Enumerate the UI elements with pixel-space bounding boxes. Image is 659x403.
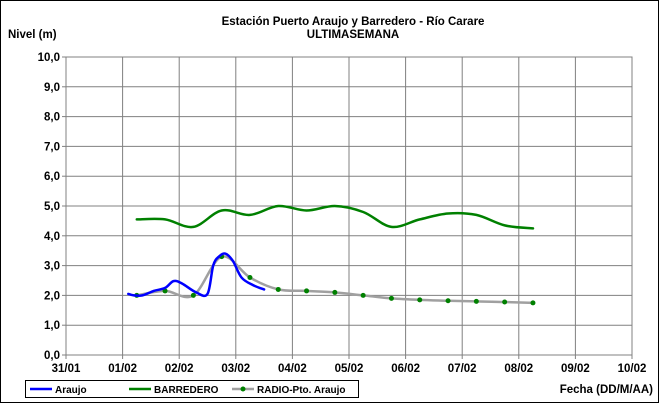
x-tick-label: 31/01 [52, 363, 81, 375]
x-tick-label: 05/02 [335, 363, 364, 375]
y-tick-label: 9,0 [44, 82, 60, 94]
y-tick-label: 2,0 [44, 290, 60, 302]
y-tick-label: 4,0 [44, 231, 60, 243]
data-point-radio-pto-araujo [417, 297, 423, 303]
legend-marker [240, 386, 246, 392]
data-point-radio-pto-araujo [530, 300, 536, 306]
x-tick-label: 03/02 [221, 363, 250, 375]
data-point-radio-pto-araujo [502, 299, 508, 305]
data-point-radio-pto-araujo [388, 295, 394, 301]
y-tick-label: 3,0 [44, 261, 60, 273]
data-point-radio-pto-araujo [445, 298, 451, 304]
legend-label: BARREDERO [154, 385, 219, 396]
legend: Araujo BARREDERO RADIO-Pto. Araujo [25, 380, 359, 398]
data-point-radio-pto-araujo [275, 286, 281, 292]
y-tick-label: 6,0 [44, 171, 60, 183]
y-tick-label: 5,0 [44, 201, 60, 213]
y-tick-label: 0,0 [44, 350, 60, 362]
data-point-radio-pto-araujo [190, 292, 196, 298]
x-tick-label: 06/02 [391, 363, 420, 375]
y-axis-label: Nivel (m) [8, 29, 57, 41]
chart-subtitle: ULTIMASEMANA [307, 29, 399, 41]
legend-label: Araujo [55, 385, 87, 396]
legend-label: RADIO-Pto. Araujo [257, 385, 346, 396]
x-tick-label: 02/02 [165, 363, 194, 375]
data-point-radio-pto-araujo [360, 292, 366, 298]
x-axis-label: Fecha (DD/M/AA) [560, 384, 653, 396]
y-tick-label: 7,0 [44, 141, 60, 153]
axes: 0,0 1,0 2,0 3,0 4,0 5,0 6,0 7,0 8,0 9,0 10,0 31/01 0… [38, 52, 647, 375]
y-tick-label: 10,0 [38, 52, 60, 64]
series-layer [127, 204, 536, 306]
chart-title: Estación Puerto Araujo y Barredero - Río… [222, 16, 485, 28]
data-point-radio-pto-araujo [304, 288, 310, 294]
x-tick-label: 07/02 [448, 363, 477, 375]
legend-box [25, 380, 359, 398]
y-tick-label: 1,0 [44, 320, 60, 332]
y-tick-label: 8,0 [44, 112, 60, 124]
x-tick-label: 04/02 [278, 363, 307, 375]
data-point-radio-pto-araujo [473, 298, 479, 304]
x-tick-label: 08/02 [504, 363, 533, 375]
data-point-radio-pto-araujo [332, 289, 338, 295]
x-tick-label: 09/02 [561, 363, 590, 375]
series-line-barredero [135, 204, 535, 230]
data-point-radio-pto-araujo [247, 275, 253, 281]
x-tick-label: 01/02 [108, 363, 137, 375]
grid [66, 56, 632, 355]
series-line-araujo [127, 252, 266, 298]
x-tick-label: 10/02 [618, 363, 647, 375]
